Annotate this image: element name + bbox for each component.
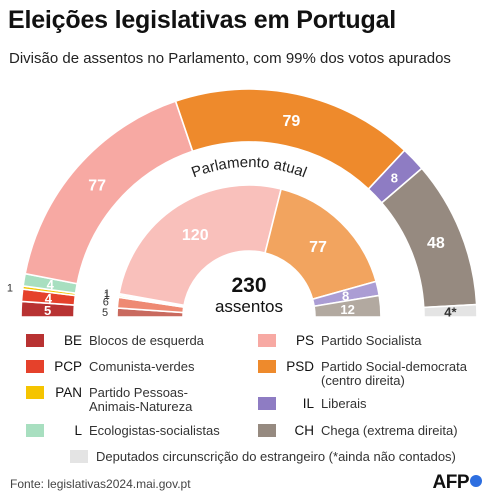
legend-name: Deputados circunscrição do estrangeiro (… xyxy=(96,449,456,464)
legend-swatch xyxy=(26,360,44,373)
legend-item-pcp: PCP Comunista-verdes xyxy=(26,360,195,374)
legend-name: Partido Pessoas- Animais-Natureza xyxy=(89,385,193,414)
seat-segment-0-estrangeiro xyxy=(422,303,478,318)
legend-name: Blocos de esquerda xyxy=(89,333,204,348)
seat-label-1-ch: 12 xyxy=(340,302,354,317)
legend-swatch xyxy=(258,424,276,437)
seat-segment-1-ps xyxy=(118,184,283,307)
afp-logo-dot xyxy=(470,475,482,487)
seat-label-0-be: 5 xyxy=(44,303,51,318)
subtitle-bold: Divisão de assentos no Parlamento, xyxy=(9,50,250,67)
legend-code: L xyxy=(74,423,82,438)
total-seats-label: assentos xyxy=(215,297,283,316)
seat-label-1-psd: 77 xyxy=(309,239,327,256)
legend-swatch xyxy=(258,334,276,347)
seat-label-0-ch: 48 xyxy=(427,235,445,252)
legend-swatch xyxy=(26,424,44,437)
seat-label-0-psd: 79 xyxy=(282,113,300,130)
legend-item-estrangeiro: Deputados circunscrição do estrangeiro (… xyxy=(70,450,456,464)
legend-item-il: IL Liberais xyxy=(258,397,367,411)
total-seats-value: 230 xyxy=(231,274,266,297)
legend-item-pan: PAN Partido Pessoas- Animais-Natureza xyxy=(26,386,192,414)
seat-label-0-pcp: 4 xyxy=(45,291,53,306)
legend-item-psd: PSD Partido Social-democrata (centro dire… xyxy=(258,360,467,388)
legend-name: Partido Social-democrata (centro direita… xyxy=(321,359,467,388)
legend-swatch xyxy=(26,386,44,399)
legend-name: Comunista-verdes xyxy=(89,359,195,374)
seat-label-0-pan: 1 xyxy=(7,282,13,294)
legend-code: CH xyxy=(294,423,315,438)
legend-name: Ecologistas-socialistas xyxy=(89,423,220,438)
legend-item-ps: PS Partido Socialista xyxy=(258,334,421,348)
current-parliament-title-path: Parlamento atual xyxy=(189,154,309,181)
legend-swatch xyxy=(258,360,276,373)
seat-label-1-pcp: 6 xyxy=(103,297,109,309)
source-note: Fonte: legislativas2024.mai.gov.pt xyxy=(10,477,191,491)
legend-name: Liberais xyxy=(321,396,367,411)
seat-segment-1-ch xyxy=(313,294,382,318)
seat-label-1-pan: 1 xyxy=(104,290,110,302)
legend-code: IL xyxy=(302,396,314,411)
legend-swatch xyxy=(70,450,88,463)
subtitle-rest: com 99% dos votos apurados xyxy=(249,50,451,67)
current-parliament-title: Parlamento atual xyxy=(189,154,309,181)
legend-name: Chega (extrema direita) xyxy=(321,423,458,438)
seat-label-1-il: 8 xyxy=(342,289,349,304)
legend-swatch xyxy=(26,334,44,347)
legend-code: BE xyxy=(63,333,82,348)
legend-item-be: BE Blocos de esquerda xyxy=(26,334,204,348)
legend-item-l: L Ecologistas-socialistas xyxy=(26,424,220,438)
seat-label-1-l: 1 xyxy=(104,288,110,300)
legend-code: PAN xyxy=(55,385,82,400)
legend-code: PCP xyxy=(54,359,82,374)
seat-label-0-estrangeiro: 4* xyxy=(444,304,457,319)
legend-code: PSD xyxy=(286,359,314,374)
legend-swatch xyxy=(258,397,276,410)
seat-label-1-be: 5 xyxy=(102,307,108,319)
legend-code: PS xyxy=(295,333,314,348)
seat-label-1-ps: 120 xyxy=(182,227,209,244)
chart-subtitle: Divisão de assentos no Parlamento, com 9… xyxy=(9,50,451,67)
seat-label-0-il: 8 xyxy=(391,170,398,185)
seat-label-0-ps: 77 xyxy=(88,178,106,195)
legend-name: Partido Socialista xyxy=(321,333,422,348)
afp-logo: AFP xyxy=(433,472,482,494)
seat-label-0-l: 4 xyxy=(47,277,55,292)
legend-item-ch: CH Chega (extrema direita) xyxy=(258,424,458,438)
chart-title: Eleições legislativas em Portugal xyxy=(8,6,397,34)
